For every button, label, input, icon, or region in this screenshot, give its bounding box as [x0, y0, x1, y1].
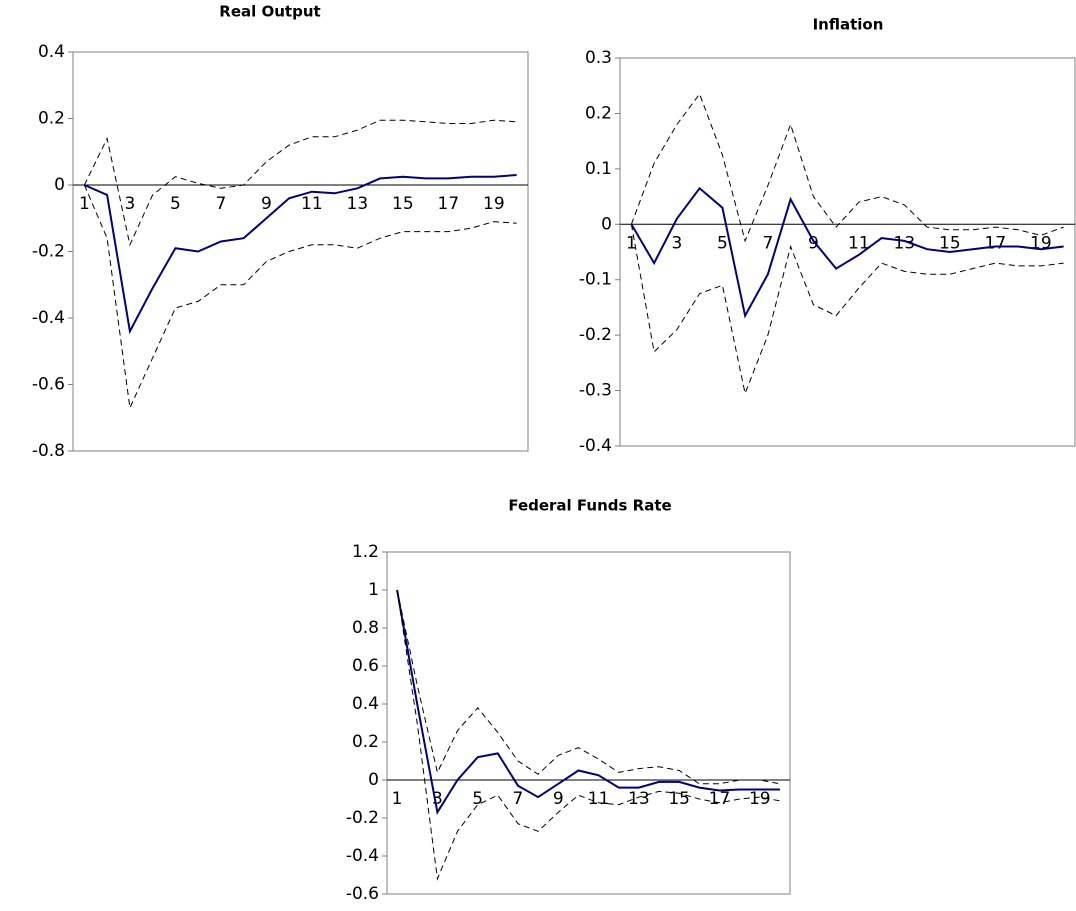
y-tick-label: 0.2 [585, 103, 612, 123]
x-tick-label: 3 [671, 233, 682, 253]
y-tick-label: -0.4 [32, 308, 65, 328]
y-tick-label: -0.6 [32, 375, 65, 395]
x-tick-label: 1 [79, 194, 90, 214]
x-tick-label: 19 [483, 194, 505, 214]
x-tick-label: 11 [588, 789, 610, 809]
y-tick-label: 0.2 [38, 109, 65, 129]
x-tick-label: 3 [124, 194, 135, 214]
x-tick-label: 15 [668, 789, 690, 809]
x-tick-label: 17 [709, 789, 731, 809]
x-tick-label: 11 [848, 233, 870, 253]
chart-title: Inflation [813, 16, 884, 34]
y-tick-label: 0.4 [38, 42, 65, 62]
x-tick-label: 5 [170, 194, 181, 214]
y-tick-label: 1 [368, 580, 379, 600]
y-tick-label: 1.2 [352, 542, 379, 562]
y-tick-label: 0.8 [352, 618, 379, 638]
band-line [83, 119, 517, 247]
band-line [83, 184, 517, 410]
y-tick-label: 0.3 [585, 48, 612, 68]
response-line [396, 589, 780, 816]
band-line [396, 589, 780, 881]
x-tick-label: 17 [985, 233, 1007, 253]
y-tick-label: 0 [601, 214, 612, 234]
y-tick-label: 0.1 [585, 159, 612, 179]
plot-area [72, 51, 529, 452]
y-tick-label: -0.4 [579, 436, 612, 456]
x-tick-label: 5 [717, 233, 728, 253]
band-line [630, 92, 1064, 243]
x-tick-label: 3 [432, 789, 443, 809]
y-tick-label: 0.4 [352, 694, 379, 714]
x-tick-label: 9 [808, 233, 819, 253]
x-tick-label: 1 [392, 789, 403, 809]
x-tick-label: 9 [553, 789, 564, 809]
y-tick-label: -0.2 [346, 808, 379, 828]
x-tick-label: 13 [628, 789, 650, 809]
y-tick-label: -0.8 [32, 441, 65, 461]
chart-title: Federal Funds Rate [508, 497, 671, 515]
x-tick-label: 1 [626, 233, 637, 253]
y-tick-label: -0.2 [32, 242, 65, 262]
response-line [630, 186, 1064, 319]
x-tick-label: 9 [261, 194, 272, 214]
y-tick-label: -0.3 [579, 381, 612, 401]
y-tick-label: -0.1 [579, 270, 612, 290]
x-tick-label: 7 [215, 194, 226, 214]
x-tick-label: 11 [301, 194, 323, 214]
band-line [396, 589, 780, 785]
y-tick-label: -0.2 [579, 325, 612, 345]
x-tick-label: 5 [472, 789, 483, 809]
x-tick-label: 17 [438, 194, 460, 214]
x-tick-label: 13 [347, 194, 369, 214]
y-tick-label: 0.2 [352, 732, 379, 752]
x-tick-label: 15 [939, 233, 961, 253]
y-tick-label: -0.6 [346, 884, 379, 904]
y-tick-label: 0 [54, 175, 65, 195]
x-tick-label: 7 [762, 233, 773, 253]
x-tick-label: 7 [513, 789, 524, 809]
x-tick-label: 13 [894, 233, 916, 253]
y-tick-label: -0.4 [346, 846, 379, 866]
y-tick-label: 0.6 [352, 656, 379, 676]
x-tick-label: 19 [1030, 233, 1052, 253]
band-line [630, 224, 1064, 396]
x-tick-label: 19 [749, 789, 771, 809]
response-line [83, 174, 517, 335]
plot-area [619, 57, 1076, 447]
chart-title: Real Output [219, 3, 320, 21]
x-tick-label: 15 [392, 194, 414, 214]
y-tick-label: 0 [368, 770, 379, 790]
plot-area [386, 551, 791, 895]
